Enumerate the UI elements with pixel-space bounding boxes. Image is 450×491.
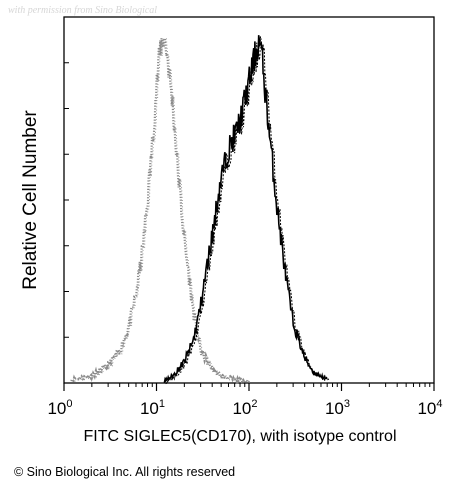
series-layer xyxy=(70,35,330,385)
x-tick-label: 100 xyxy=(47,398,72,418)
stained-sample-line xyxy=(163,35,328,384)
x-axis-ticks: 100 101 102 103 104 xyxy=(47,383,443,418)
x-tick-label: 101 xyxy=(140,398,165,418)
x-tick-label: 104 xyxy=(417,398,442,418)
watermark-text: with permission from Sino Biological xyxy=(8,5,158,16)
histogram-series-solid xyxy=(163,35,330,385)
copyright-notice: © Sino Biological Inc. All rights reserv… xyxy=(14,465,236,479)
x-tick-label: 103 xyxy=(325,398,350,418)
x-tick-label: 102 xyxy=(232,398,257,418)
isotype-control-line-texture xyxy=(72,38,251,384)
isotype-control-line xyxy=(70,36,251,385)
y-axis-label: Relative Cell Number xyxy=(20,110,41,290)
x-axis-label: FITC SIGLEC5(CD170), with isotype contro… xyxy=(84,428,397,445)
y-axis-minor-ticks xyxy=(64,62,69,338)
stained-sample-line-texture xyxy=(165,36,330,385)
histogram-series-dotted xyxy=(70,36,251,385)
